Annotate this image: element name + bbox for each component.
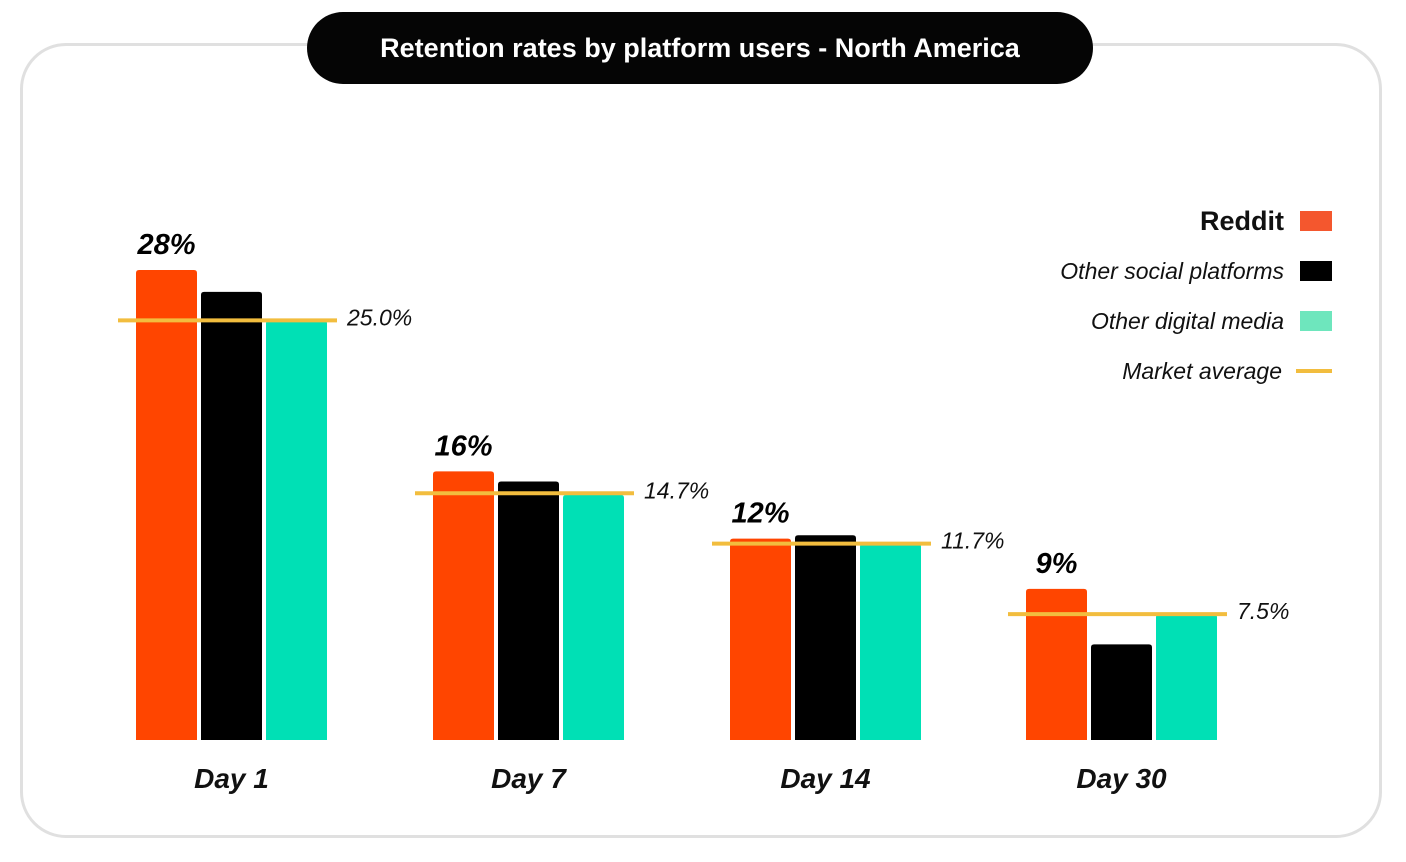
bar-reddit-day-14: [730, 538, 791, 740]
legend-label: Market average: [1122, 357, 1282, 384]
x-tick-label: Day 1: [194, 763, 269, 794]
x-tick-label: Day 30: [1076, 763, 1167, 794]
bar-other-digital-media-day-7: [563, 494, 624, 740]
bar-other-digital-media-day-14: [860, 543, 921, 740]
bar-other-social-platforms-day-14: [795, 535, 856, 740]
x-tick-label: Day 7: [491, 763, 567, 794]
market-average-label: 7.5%: [1237, 598, 1289, 624]
legend-item-market-average: Market average: [912, 346, 1332, 396]
market-average-label: 14.7%: [644, 477, 709, 503]
market-average-label: 25.0%: [346, 304, 412, 330]
bar-other-social-platforms-day-1: [201, 291, 262, 740]
data-label-reddit: 9%: [1036, 548, 1078, 580]
bar-other-digital-media-day-30: [1156, 614, 1217, 740]
legend-label: Other digital media: [1090, 307, 1284, 334]
legend-item-reddit: Reddit: [912, 196, 1332, 246]
legend-swatch: [1300, 261, 1332, 281]
x-tick-label: Day 14: [780, 763, 871, 794]
legend-swatch: [1300, 311, 1332, 331]
bar-reddit-day-1: [136, 270, 197, 740]
chart-title: Retention rates by platform users - Nort…: [307, 12, 1093, 84]
bar-reddit-day-30: [1026, 588, 1087, 740]
market-average-label: 11.7%: [941, 528, 1005, 554]
bar-other-digital-media-day-1: [266, 320, 327, 740]
bar-reddit-day-7: [433, 471, 494, 740]
data-label-reddit: 12%: [731, 498, 789, 530]
legend-label: Other social platforms: [1060, 257, 1284, 284]
legend-item-other-social-platforms: Other social platforms: [912, 246, 1332, 296]
bar-other-social-platforms-day-30: [1091, 644, 1152, 740]
legend-label: Reddit: [1200, 205, 1284, 236]
data-label-reddit: 16%: [434, 430, 492, 462]
legend-item-other-digital-media: Other digital media: [912, 296, 1332, 346]
bar-other-social-platforms-day-7: [498, 481, 559, 740]
legend-swatch: [1296, 369, 1332, 373]
data-label-reddit: 28%: [136, 229, 195, 261]
legend: Reddit Other social platforms Other digita…: [912, 196, 1332, 396]
legend-swatch: [1300, 211, 1332, 231]
